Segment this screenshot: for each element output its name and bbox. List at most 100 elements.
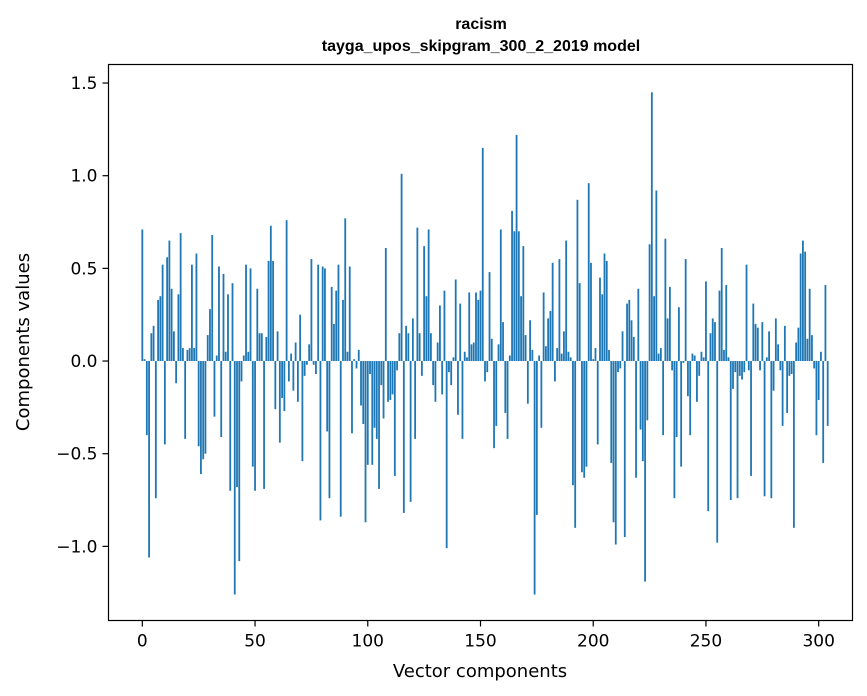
bar — [653, 296, 655, 362]
bar — [267, 260, 270, 362]
bar — [682, 361, 685, 363]
bar — [380, 361, 383, 386]
bar — [184, 361, 187, 439]
bar — [141, 229, 144, 362]
y-axis-ticks: −1.0 −0.5 0.0 0.5 1.0 1.5 — [56, 74, 109, 557]
bar — [468, 292, 471, 362]
bar — [635, 361, 637, 478]
chart-title: racism — [455, 16, 507, 33]
bar — [623, 361, 626, 538]
bar — [826, 361, 829, 426]
bar — [556, 348, 559, 362]
bar — [786, 361, 789, 413]
bar — [188, 348, 191, 362]
bar — [535, 361, 538, 515]
bar — [150, 333, 153, 362]
bar — [560, 353, 563, 362]
bar — [752, 303, 755, 362]
bar — [260, 333, 263, 362]
bar — [698, 361, 701, 376]
bar — [333, 323, 335, 362]
bar — [659, 348, 662, 362]
bar — [434, 361, 437, 402]
bar — [319, 361, 322, 521]
bar — [272, 260, 274, 362]
bar — [495, 361, 498, 426]
bar — [673, 361, 676, 499]
bar — [743, 361, 746, 373]
bar — [578, 283, 581, 362]
bar — [166, 257, 169, 362]
bar — [202, 361, 205, 460]
bar — [499, 229, 502, 362]
bar — [702, 357, 705, 362]
bar — [614, 361, 617, 545]
bar — [655, 190, 658, 362]
bar — [822, 361, 825, 463]
bar — [418, 333, 421, 362]
bar — [774, 318, 777, 362]
bar — [802, 240, 804, 362]
bar — [348, 266, 351, 362]
bar — [366, 361, 369, 465]
bar — [209, 309, 211, 362]
y-tick-label: 1.0 — [70, 167, 97, 187]
bar — [824, 285, 827, 362]
bar — [215, 355, 218, 362]
bar — [765, 357, 768, 362]
bar — [711, 318, 714, 362]
bar — [747, 361, 750, 371]
bar — [583, 361, 586, 478]
bar — [687, 361, 689, 397]
bar — [804, 251, 807, 362]
bar — [777, 344, 779, 362]
bar — [457, 361, 459, 415]
bar — [236, 361, 238, 488]
bar — [278, 361, 281, 443]
bar — [666, 318, 669, 362]
bar — [357, 349, 360, 362]
bar — [296, 361, 299, 402]
bar — [231, 283, 234, 362]
bar — [705, 281, 707, 362]
bar — [308, 344, 311, 362]
bar — [375, 361, 378, 439]
bar — [306, 361, 308, 365]
bar — [610, 361, 613, 463]
bar — [738, 361, 741, 376]
bar — [423, 246, 426, 362]
bar — [644, 361, 646, 582]
bar — [463, 351, 466, 362]
bar — [736, 361, 739, 499]
bar — [175, 361, 178, 384]
bar — [709, 333, 712, 362]
bar — [152, 325, 155, 362]
bar — [811, 335, 813, 362]
bar — [565, 240, 568, 362]
bar — [768, 331, 770, 362]
bar — [405, 325, 407, 362]
bar — [459, 303, 462, 362]
y-tick-label: 1.5 — [70, 74, 97, 94]
bar — [427, 229, 430, 362]
x-tick-label: 150 — [464, 632, 496, 652]
bar — [170, 288, 173, 362]
bar — [436, 342, 439, 362]
x-tick-label: 0 — [137, 632, 148, 652]
bar — [574, 361, 577, 528]
bar — [344, 218, 347, 362]
bar — [567, 351, 570, 362]
bar — [628, 299, 631, 362]
bar — [299, 314, 302, 362]
bar — [355, 361, 358, 369]
bar — [497, 344, 500, 362]
bar — [795, 342, 798, 362]
bar — [466, 357, 468, 362]
bar — [177, 294, 180, 362]
bar — [581, 361, 583, 473]
bar — [815, 361, 818, 436]
bar — [172, 331, 175, 362]
bar — [558, 259, 561, 362]
bar — [657, 353, 660, 362]
